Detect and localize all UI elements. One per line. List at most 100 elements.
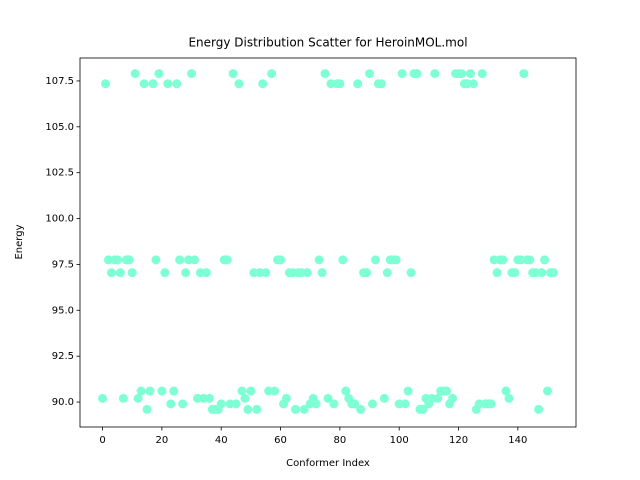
point bbox=[379, 393, 389, 403]
point bbox=[534, 404, 544, 414]
point bbox=[519, 69, 529, 79]
point bbox=[323, 393, 333, 403]
point bbox=[201, 268, 211, 278]
point bbox=[237, 386, 247, 396]
x-tick-label: 80 bbox=[333, 435, 346, 446]
point bbox=[246, 386, 256, 396]
point bbox=[430, 69, 440, 79]
point bbox=[468, 79, 478, 89]
point bbox=[537, 268, 547, 278]
chart-title: Energy Distribution Scatter for HeroinMO… bbox=[188, 36, 467, 50]
y-tick-label: 92.5 bbox=[52, 351, 74, 362]
point bbox=[190, 255, 200, 265]
point bbox=[492, 268, 502, 278]
point bbox=[204, 393, 214, 403]
point bbox=[133, 393, 143, 403]
point bbox=[498, 255, 508, 265]
point bbox=[356, 404, 366, 414]
point bbox=[231, 399, 241, 409]
point bbox=[151, 255, 161, 265]
point bbox=[163, 79, 173, 89]
y-tick-label: 100.0 bbox=[45, 214, 74, 225]
point bbox=[314, 255, 324, 265]
point bbox=[341, 386, 351, 396]
point bbox=[510, 268, 520, 278]
point bbox=[448, 393, 458, 403]
point bbox=[130, 69, 140, 79]
point bbox=[118, 393, 128, 403]
point bbox=[525, 255, 535, 265]
point bbox=[350, 399, 360, 409]
point bbox=[243, 404, 253, 414]
point bbox=[124, 255, 134, 265]
y-tick-label: 97.5 bbox=[52, 259, 74, 270]
point bbox=[335, 79, 345, 89]
y-tick-label: 102.5 bbox=[45, 168, 74, 179]
point bbox=[228, 69, 238, 79]
point bbox=[252, 404, 262, 414]
y-axis-label: Energy bbox=[14, 224, 25, 259]
point bbox=[302, 268, 312, 278]
point bbox=[145, 386, 155, 396]
point bbox=[382, 268, 392, 278]
point bbox=[540, 255, 550, 265]
point bbox=[456, 69, 466, 79]
point bbox=[267, 69, 277, 79]
point bbox=[365, 69, 375, 79]
point bbox=[290, 404, 300, 414]
x-axis-label: Conformer Index bbox=[286, 458, 370, 469]
point bbox=[270, 386, 280, 396]
point bbox=[412, 69, 422, 79]
point bbox=[320, 69, 330, 79]
point bbox=[367, 399, 377, 409]
point bbox=[418, 404, 428, 414]
x-tick-label: 100 bbox=[390, 435, 409, 446]
point bbox=[160, 268, 170, 278]
point bbox=[362, 268, 372, 278]
point bbox=[400, 399, 410, 409]
point bbox=[501, 386, 511, 396]
point bbox=[311, 399, 321, 409]
plot-frame bbox=[79, 57, 577, 428]
point bbox=[222, 255, 232, 265]
point bbox=[261, 268, 271, 278]
point bbox=[397, 69, 407, 79]
x-tick-label: 40 bbox=[215, 435, 228, 446]
point bbox=[157, 386, 167, 396]
x-tick-label: 60 bbox=[274, 435, 287, 446]
point bbox=[175, 255, 185, 265]
point bbox=[112, 255, 122, 265]
point bbox=[106, 268, 116, 278]
point bbox=[465, 69, 475, 79]
point bbox=[504, 393, 514, 403]
y-tick-label: 107.5 bbox=[45, 76, 74, 87]
point bbox=[486, 399, 496, 409]
point bbox=[101, 79, 111, 89]
point bbox=[299, 404, 309, 414]
point bbox=[258, 79, 268, 89]
point bbox=[543, 386, 553, 396]
point bbox=[548, 268, 558, 278]
point bbox=[353, 79, 363, 89]
point bbox=[406, 268, 416, 278]
point bbox=[442, 386, 452, 396]
x-tick-label: 120 bbox=[449, 435, 468, 446]
point bbox=[98, 393, 108, 403]
point bbox=[169, 386, 179, 396]
point bbox=[234, 79, 244, 89]
point bbox=[391, 255, 401, 265]
point bbox=[329, 399, 339, 409]
point bbox=[403, 386, 413, 396]
point bbox=[477, 69, 487, 79]
point bbox=[216, 399, 226, 409]
point bbox=[139, 79, 149, 89]
point bbox=[338, 255, 348, 265]
point bbox=[166, 399, 176, 409]
point bbox=[172, 79, 182, 89]
point bbox=[136, 386, 146, 396]
x-tick-label: 140 bbox=[508, 435, 527, 446]
point bbox=[127, 268, 137, 278]
